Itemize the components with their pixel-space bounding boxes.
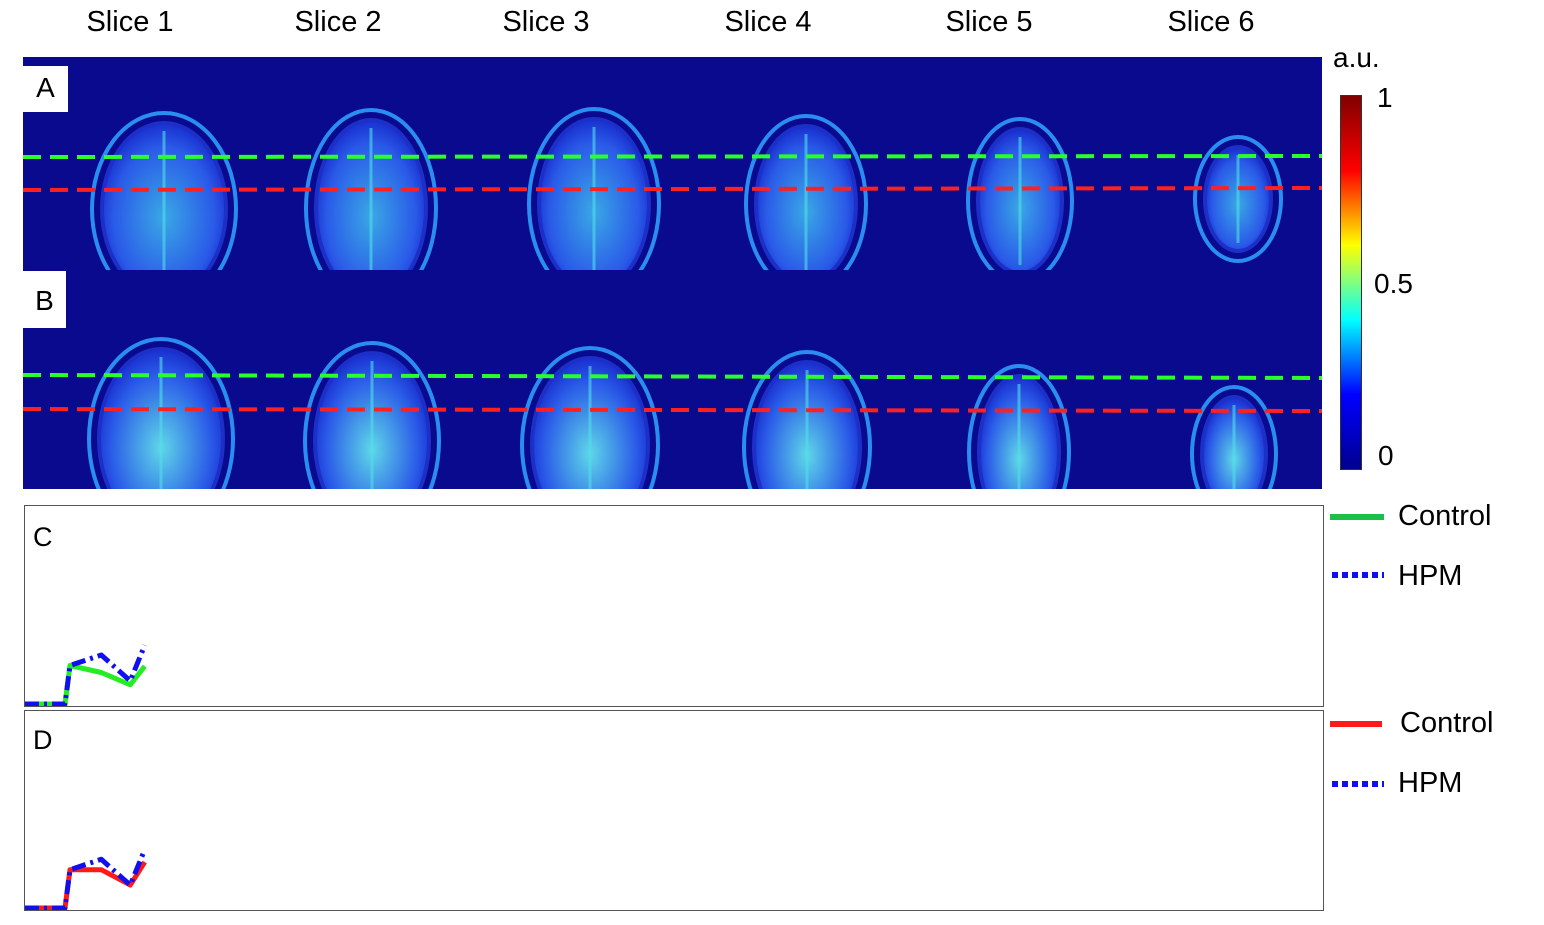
- legend-d-control: Control: [1400, 707, 1494, 739]
- brain-slice-4: [744, 114, 868, 270]
- brain-slice-6: [1190, 385, 1278, 489]
- brain-slice-3: [520, 346, 660, 489]
- slice-title-2: Slice 2: [294, 6, 382, 38]
- brain-slice-5: [967, 364, 1071, 489]
- colorbar-unit: a.u.: [1333, 42, 1380, 73]
- legend-c-hpm: HPM: [1398, 560, 1463, 592]
- brain-slice-5: [966, 117, 1074, 270]
- series-hpm-line: [25, 644, 148, 706]
- red-profile-line: [23, 407, 1322, 413]
- panel-label-c: C: [33, 522, 53, 552]
- plot-panel-d: [24, 710, 1324, 911]
- profile-plot-c: [25, 644, 148, 706]
- slice-title-3: Slice 3: [502, 6, 590, 38]
- red-profile-line: [23, 186, 1322, 192]
- brain-map-b: [23, 337, 1322, 489]
- slice-title-4: Slice 4: [724, 6, 812, 38]
- colorbar-max: 1: [1377, 82, 1393, 113]
- series-hpm-line: [25, 848, 148, 910]
- panel-label-d: D: [33, 725, 53, 755]
- legend-d-swatches: [1330, 721, 1384, 787]
- panel-label-a: A: [23, 66, 68, 112]
- brain-slice-6: [1193, 135, 1283, 263]
- map-panel-b: [23, 270, 1322, 489]
- profile-plot-d: [25, 848, 148, 910]
- slice-title-6: Slice 6: [1167, 6, 1255, 38]
- colorbar: [1340, 95, 1362, 470]
- brain-slice-1: [87, 337, 235, 489]
- green-profile-line: [23, 373, 1322, 380]
- brain-slice-2: [304, 108, 438, 270]
- legend-c-swatches: [1330, 514, 1384, 578]
- brain-slice-4: [742, 350, 872, 489]
- panel-label-b: B: [23, 271, 66, 328]
- green-profile-line: [23, 154, 1322, 159]
- plot-panel-c: [24, 505, 1324, 707]
- brain-slice-2: [303, 341, 441, 489]
- colorbar-min: 0: [1378, 440, 1394, 471]
- colorbar-mid: 0.5: [1374, 268, 1413, 299]
- legend-d-hpm: HPM: [1398, 767, 1463, 799]
- brain-map-a: [23, 107, 1322, 270]
- legend-c-control: Control: [1398, 500, 1492, 532]
- slice-title-1: Slice 1: [86, 6, 174, 38]
- series-control-line: [25, 663, 147, 706]
- map-panel-a: [23, 57, 1322, 270]
- slice-title-5: Slice 5: [945, 6, 1033, 38]
